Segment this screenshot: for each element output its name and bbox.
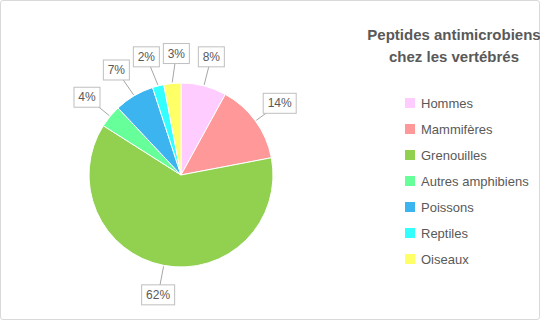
legend-label: Oiseaux [421, 252, 469, 267]
data-label-box [103, 60, 129, 80]
data-label: 7% [108, 63, 126, 77]
legend: Hommes Mammifères Grenouilles Autres amphib… [405, 96, 529, 267]
data-label: 3% [168, 47, 186, 61]
legend-label: Hommes [421, 96, 474, 111]
legend-swatch [405, 176, 415, 186]
data-label-box [142, 285, 175, 305]
chart: Peptides antimicrobiens chez les vertébr… [0, 0, 540, 320]
chart-area: 8% 14% 62% 4% 7% 2% 3% Hommes Mammifères Grenouil… [0, 0, 540, 320]
leader-lines [87, 54, 280, 295]
legend-swatch [405, 228, 415, 238]
legend-label: Poissons [421, 200, 474, 215]
data-label-box [198, 47, 224, 67]
legend-swatch [405, 202, 415, 212]
legend-label: Reptiles [421, 226, 468, 241]
pie-slice [164, 83, 181, 175]
data-label-box [133, 47, 159, 67]
data-label: 8% [203, 50, 221, 64]
data-label-box [74, 87, 100, 107]
data-label-box [263, 93, 296, 113]
data-labels: 8% 14% 62% 4% 7% 2% 3% [74, 44, 296, 305]
legend-label: Mammifères [421, 122, 493, 137]
data-label-box [163, 44, 189, 64]
data-label: 14% [268, 96, 292, 110]
data-label: 62% [146, 288, 170, 302]
legend-swatch [405, 124, 415, 134]
data-label: 2% [138, 50, 156, 64]
legend-label: Grenouilles [421, 148, 487, 163]
data-label: 4% [78, 90, 96, 104]
legend-swatch [405, 150, 415, 160]
legend-swatch [405, 98, 415, 108]
legend-swatch [405, 254, 415, 264]
legend-label: Autres amphibiens [421, 174, 529, 189]
slices [89, 83, 273, 267]
title: Peptides antimicrobiens chez les vertébr… [352, 24, 540, 68]
